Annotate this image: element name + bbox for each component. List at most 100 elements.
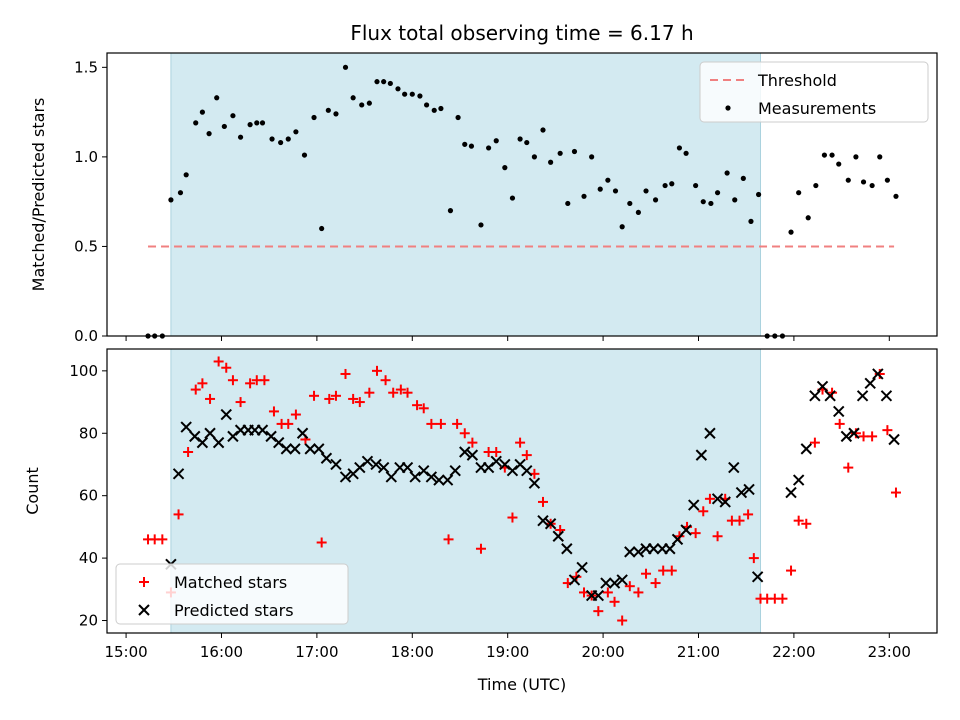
data-point-matched-stars-39 [452, 418, 463, 429]
data-point-predicted-stars-85 [864, 377, 876, 390]
data-point-matched-stars-81 [777, 593, 788, 604]
data-point-matched-stars-89 [843, 462, 854, 473]
bottom-legend: Matched stars Predicted stars [115, 563, 349, 625]
data-point-measurements-31 [387, 80, 393, 87]
data-point-predicted-stars-58 [624, 546, 636, 558]
data-point-predicted-stars-52-b [576, 561, 588, 574]
bottom-panel: 20 40 60 80 100 15:00 16:00 17:00 18:00 19:00 20:0… [69, 348, 938, 661]
chart-title: Flux total observing time = 6.17 h [350, 21, 693, 45]
legend-label-predicted-stars: Predicted stars [174, 601, 294, 620]
data-point-predicted-stars-68 [704, 427, 716, 439]
data-point-predicted-stars-26 [370, 458, 382, 471]
data-point-measurements-41 [462, 141, 468, 147]
data-point-measurements-44 [486, 145, 492, 151]
data-point-predicted-stars-71 [728, 461, 740, 474]
data-point-predicted-stars-49-b [552, 530, 564, 542]
data-point-predicted-stars-1 [172, 468, 185, 480]
data-point-predicted-stars-66-b [688, 499, 700, 511]
data-point-measurements-82 [788, 229, 794, 235]
data-point-matched-stars-25 [340, 368, 351, 379]
data-point-predicted-stars-35 [441, 474, 454, 486]
data-point-predicted-stars-79 [816, 380, 829, 393]
data-point-predicted-stars-33-b [425, 471, 438, 483]
data-point-matched-stars-48 [521, 450, 532, 461]
data-point-predicted-stars-18-b [304, 443, 316, 455]
data-point-matched-stars-6 [190, 384, 201, 395]
data-point-predicted-stars-55 [600, 577, 612, 589]
data-point-predicted-stars-32-b [418, 465, 430, 477]
data-point-measurements-88 [836, 161, 842, 167]
data-point-predicted-stars-41-b [490, 455, 502, 468]
data-point-predicted-stars-85-b [864, 377, 876, 390]
data-point-matched-stars-83 [793, 515, 804, 526]
data-point-predicted-stars-27 [377, 461, 390, 474]
data-point-predicted-stars-41 [490, 455, 502, 468]
data-point-predicted-stars-7-b [220, 408, 232, 421]
data-point-measurements-87 [829, 152, 835, 158]
data-point-matched-stars-71 [704, 493, 715, 504]
data-point-predicted-stars-68-b [704, 427, 716, 439]
data-point-predicted-stars-71-b [728, 461, 740, 474]
y-axis-label-count: Count [23, 467, 42, 515]
data-point-matched-stars-46 [507, 512, 518, 523]
data-point-predicted-stars-75-b [785, 486, 797, 499]
data-point-predicted-stars-82 [840, 430, 853, 443]
x-tick-label-8: 23:00 [868, 643, 911, 661]
data-point-measurements-72 [708, 200, 714, 207]
data-point-measurements-3 [168, 197, 174, 203]
data-point-matched-stars-47 [515, 437, 526, 448]
data-point-predicted-stars-31-b [409, 471, 421, 483]
legend-label-measurements: Measurements [758, 99, 876, 118]
top-y-tick-label-3: 1.5 [74, 58, 98, 76]
data-point-measurements-38 [438, 105, 444, 112]
data-point-predicted-stars-35-b [441, 474, 454, 486]
data-point-predicted-stars-2 [180, 421, 192, 433]
data-point-measurements-32 [395, 86, 401, 92]
bottom-series-predicted-stars [165, 368, 900, 602]
data-point-measurements-78 [755, 191, 762, 198]
data-point-measurements-29 [374, 79, 380, 85]
x-tick-label-6: 21:00 [677, 643, 720, 661]
data-point-measurements-93 [877, 154, 883, 160]
data-point-predicted-stars-59-b [632, 546, 645, 558]
data-point-measurements-83 [796, 190, 802, 196]
data-point-measurements-57 [589, 154, 595, 160]
data-point-matched-stars-75 [734, 515, 745, 526]
data-point-predicted-stars-59 [632, 546, 645, 558]
data-point-matched-stars-24 [330, 390, 341, 401]
bottom-y-tick-label-1: 40 [79, 549, 98, 567]
data-point-measurements-89 [845, 177, 851, 183]
top-y-tick-label-2: 1.0 [74, 148, 98, 166]
data-point-predicted-stars-81 [833, 405, 845, 418]
data-point-predicted-stars-45-b [521, 465, 533, 477]
data-point-predicted-stars-22-b [339, 471, 352, 483]
data-point-predicted-stars-86 [872, 368, 884, 380]
data-point-matched-stars-65 [658, 565, 669, 576]
data-point-predicted-stars-69-b [711, 493, 724, 505]
top-panel: 0.0 0.5 1.0 1.5 Threshold Measurements [74, 52, 938, 345]
top-shaded-interval [170, 52, 762, 337]
x-tick-label-3: 18:00 [391, 643, 434, 661]
x-tick-label-4: 19:00 [486, 643, 529, 661]
data-point-predicted-stars-6 [212, 436, 225, 449]
data-point-predicted-stars-50 [561, 543, 573, 555]
data-point-matched-stars-18 [283, 418, 294, 429]
data-point-measurements-8 [206, 131, 212, 137]
data-point-matched-stars-95 [890, 487, 901, 498]
data-point-predicted-stars-77 [800, 443, 813, 455]
data-point-matched-stars-66 [666, 565, 677, 576]
data-point-matched-stars-19 [290, 409, 301, 420]
data-point-predicted-stars-28-b [385, 471, 398, 483]
data-point-predicted-stars-88-b [888, 433, 900, 446]
data-point-measurements-16 [269, 136, 275, 142]
data-point-predicted-stars-45 [521, 465, 533, 477]
data-point-predicted-stars-56 [608, 577, 621, 589]
data-point-predicted-stars-3-b [189, 430, 201, 443]
data-point-predicted-stars-15 [280, 443, 293, 455]
data-point-predicted-stars-65-b [680, 524, 692, 536]
data-point-predicted-stars-73-b [743, 483, 755, 496]
data-point-predicted-stars-38 [466, 449, 479, 461]
data-point-predicted-stars-74-b [751, 571, 764, 583]
data-point-matched-stars-5 [183, 446, 194, 457]
data-point-predicted-stars-79-b [816, 380, 829, 393]
